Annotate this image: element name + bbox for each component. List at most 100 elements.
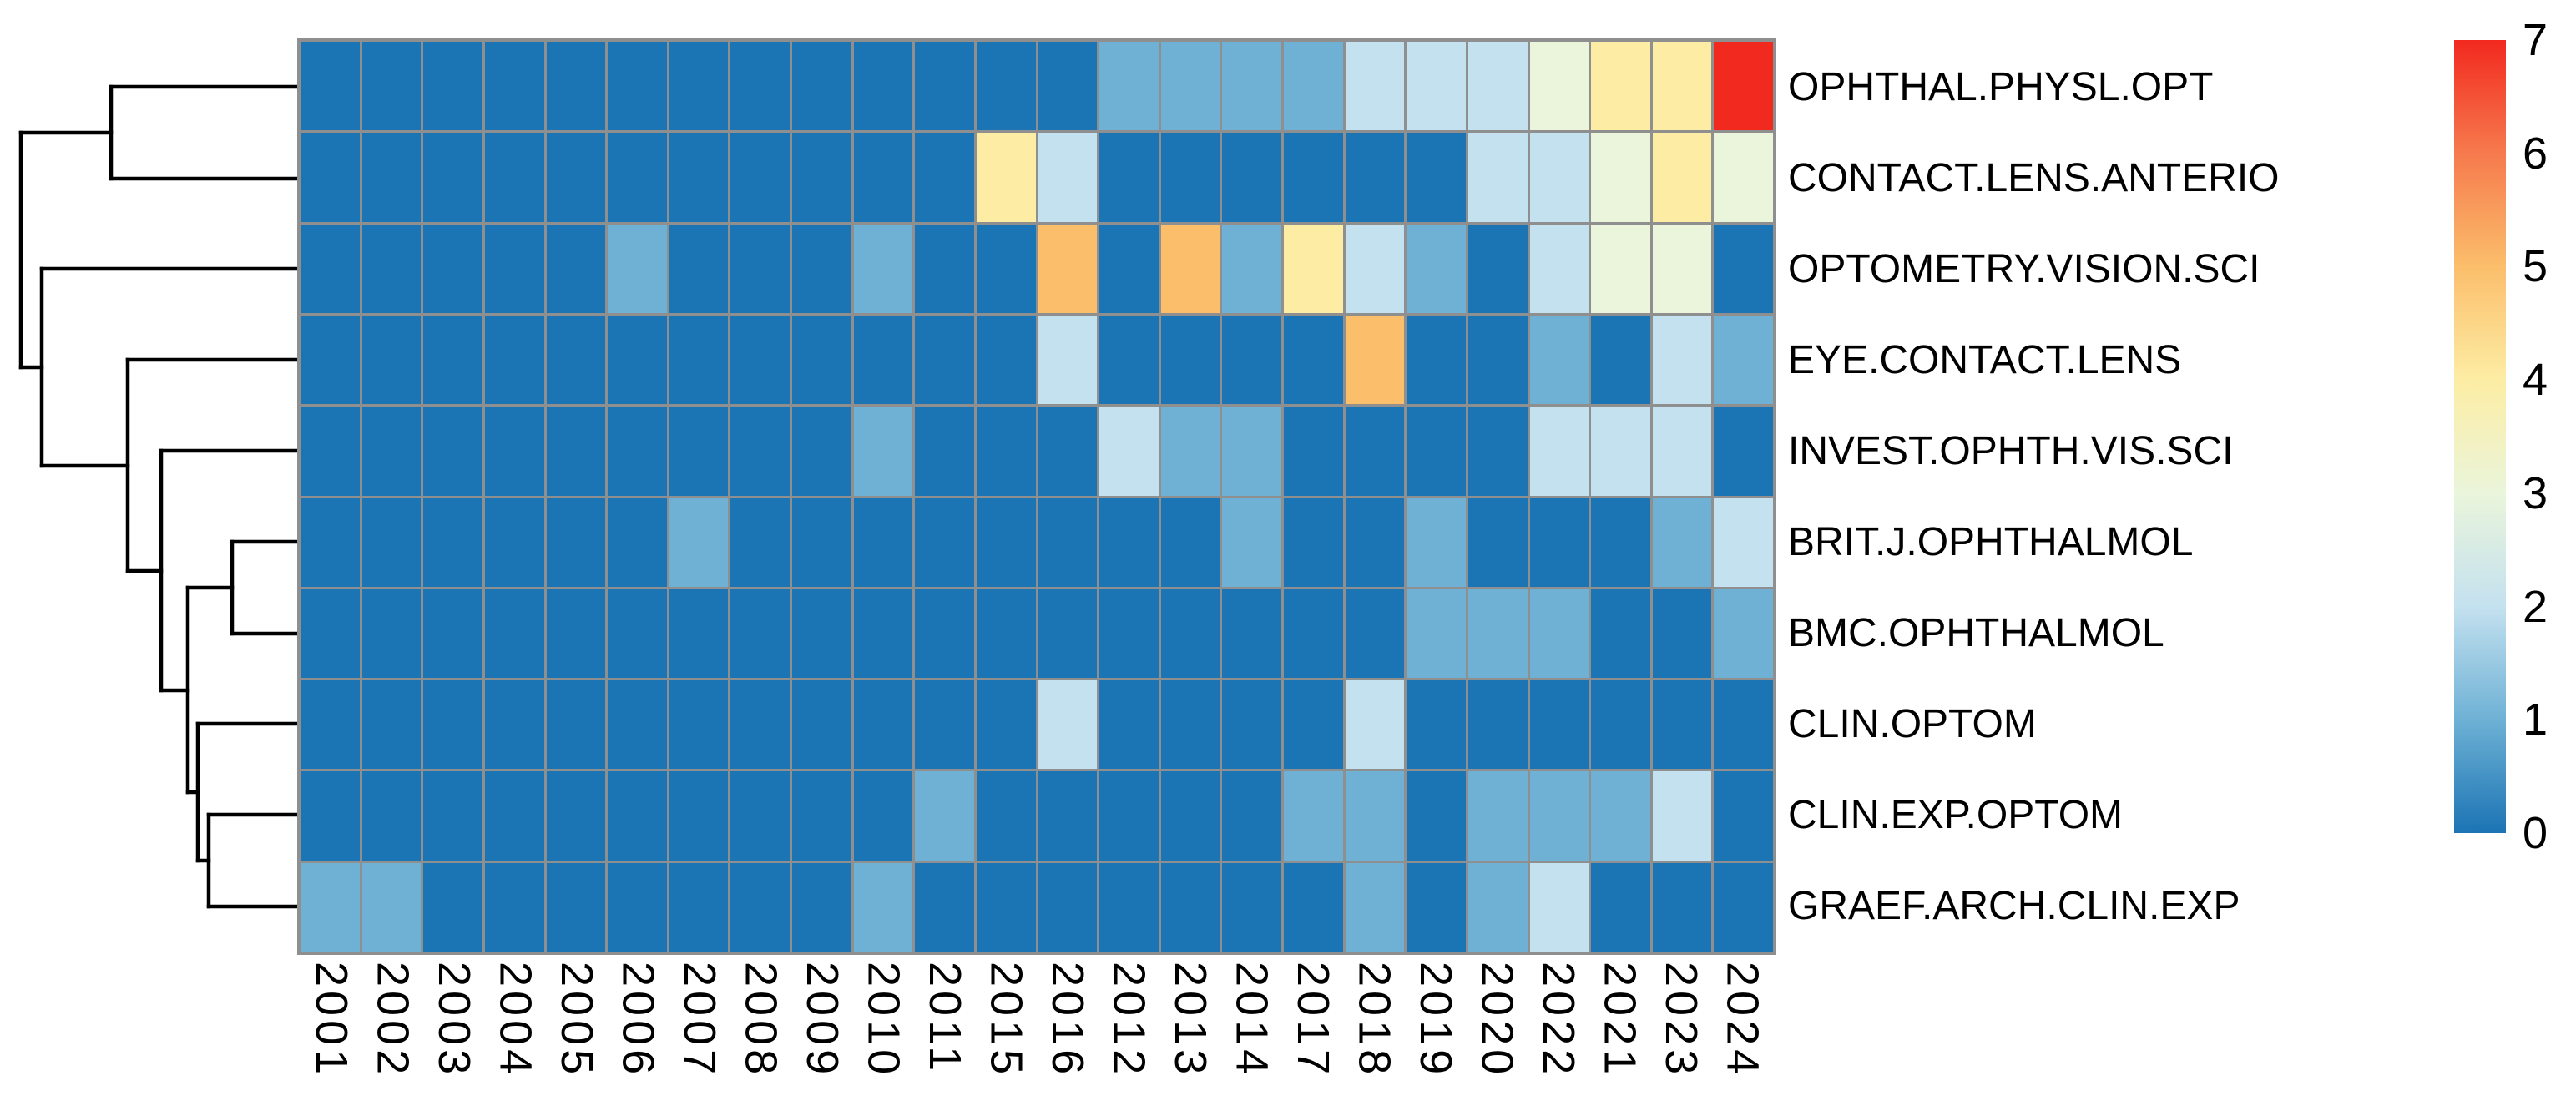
column-label: 2023 [1655,962,1706,1079]
heatmap-cell [915,680,974,770]
heatmap-cell [301,588,360,679]
heatmap-cell [608,224,667,313]
heatmap-cell [1652,315,1712,405]
heatmap-cell [915,862,974,952]
heatmap-cell [484,224,544,313]
heatmap-cell [1160,497,1220,587]
heatmap-cell [361,407,422,496]
heatmap-cell [976,862,1036,952]
heatmap-cell [1038,133,1098,222]
heatmap-cell [1345,407,1405,496]
heatmap-cell [1591,680,1650,770]
heatmap-cell [301,42,360,131]
heatmap-cell [1284,224,1343,313]
heatmap-cell [361,133,422,222]
heatmap-cell [1222,862,1281,952]
heatmap-cell [1099,497,1159,587]
heatmap-cell [1529,497,1589,587]
heatmap-cell [1407,315,1466,405]
heatmap-cell [546,680,606,770]
heatmap-cell [1407,407,1466,496]
heatmap-cell [1714,680,1773,770]
heatmap-cell [1529,407,1589,496]
heatmap-cell [1038,497,1098,587]
heatmap-cell [1345,588,1405,679]
heatmap-cell [915,224,974,313]
heatmap-cell [1529,42,1589,131]
heatmap-cell [1714,42,1773,131]
row-label: OPTOMETRY.VISION.SCI [1788,246,2260,291]
heatmap-cell [1160,133,1220,222]
heatmap-cell [1407,862,1466,952]
heatmap-cell [484,771,544,861]
heatmap-cell [1345,42,1405,131]
column-label: 2009 [796,962,847,1079]
heatmap-cell [915,315,974,405]
heatmap-cell [1467,680,1528,770]
heatmap-cell [1038,407,1098,496]
heatmap-cell [608,771,667,861]
heatmap-cell [730,862,790,952]
heatmap-cell [669,497,729,587]
heatmap-cell [1345,862,1405,952]
heatmap-cell [1591,42,1650,131]
heatmap-cell [1467,862,1528,952]
heatmap-cell [1714,771,1773,861]
column-label: 2002 [367,962,418,1079]
heatmap-cell [423,315,482,405]
heatmap-cell [1652,224,1712,313]
heatmap-cell [669,588,729,679]
heatmap-cell [484,133,544,222]
heatmap-cell [792,42,851,131]
heatmap-cell [915,42,974,131]
heatmap-cell [1714,497,1773,587]
heatmap-cell [853,680,913,770]
heatmap-cell [1407,680,1466,770]
heatmap-cell [1099,680,1159,770]
heatmap-cell [423,771,482,861]
heatmap-cell [1038,588,1098,679]
heatmap-cell [608,862,667,952]
heatmap-cell [1714,407,1773,496]
heatmap-cell [1345,133,1405,222]
heatmap-cell [484,588,544,679]
heatmap-cell [546,771,606,861]
legend-tick-label: 5 [2523,241,2548,292]
heatmap-cell [1529,315,1589,405]
heatmap-cell [1099,588,1159,679]
heatmap-cell [423,42,482,131]
heatmap-cell [792,497,851,587]
heatmap-cell [976,224,1036,313]
heatmap-cell [976,771,1036,861]
heatmap-cell [484,497,544,587]
heatmap-cell [546,497,606,587]
column-label: 2001 [306,962,356,1079]
legend-tick-label: 6 [2523,128,2548,179]
heatmap-cell [1099,315,1159,405]
row-label: CLIN.EXP.OPTOM [1788,792,2124,837]
column-label: 2013 [1164,962,1215,1079]
column-label: 2011 [919,962,970,1076]
heatmap-cell [484,680,544,770]
heatmap-cell [1099,42,1159,131]
heatmap-cell [1467,497,1528,587]
heatmap-cell [669,133,729,222]
heatmap-cell [423,680,482,770]
heatmap-cell [1284,862,1343,952]
heatmap-cell [423,133,482,222]
heatmap-cell [853,42,913,131]
heatmap-cell [546,133,606,222]
heatmap-cell [915,133,974,222]
heatmap-cell [423,588,482,679]
heatmap-cell [976,497,1036,587]
heatmap-cell [1529,771,1589,861]
column-label: 2022 [1533,962,1583,1079]
heatmap-cell [1038,224,1098,313]
heatmap-cell [1591,497,1650,587]
heatmap-cell [1284,315,1343,405]
heatmap-cell [669,315,729,405]
heatmap-cell [301,771,360,861]
heatmap-cell [730,407,790,496]
column-label: 2014 [1226,962,1277,1079]
heatmap-cell [1407,771,1466,861]
